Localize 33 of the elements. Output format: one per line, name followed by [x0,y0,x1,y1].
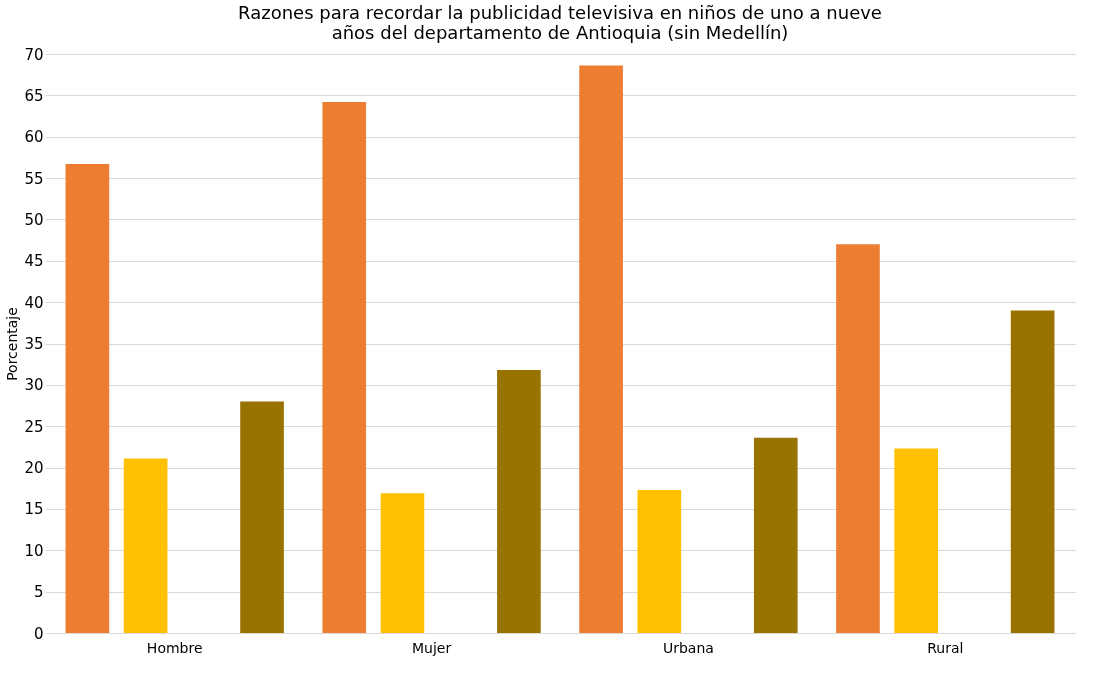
bar [836,244,880,633]
bar [637,489,682,633]
chart-title: Razones para recordar la publicidad televisiva en niños de uno a nueve años del departamento de Antioquia (sin Medellín) [238,2,882,43]
x-tick-label: Mujer [411,639,452,656]
y-tick-label: 20 [24,459,44,478]
bar [1010,310,1055,633]
y-tick-label: 50 [24,210,44,229]
bar [65,164,110,633]
bar [322,101,367,633]
y-tick-label: 70 [24,45,44,64]
y-tick-label: 65 [24,86,44,105]
x-tick-label: Urbana [662,639,714,656]
y-axis-title: Porcentaje [4,307,21,381]
bar [753,437,798,633]
y-tick-label: 35 [24,335,44,353]
bar [894,448,939,633]
bar [497,369,541,633]
y-tick-label: 25 [24,417,44,436]
y-tick-label: 55 [24,169,44,188]
bar [380,493,425,633]
y-tick-label: 40 [24,293,44,312]
bar [123,458,168,633]
y-tick-label: 15 [24,500,44,519]
x-tick-label: Hombre [146,639,203,656]
y-tick-label: 0 [33,624,44,643]
y-tick-label: 30 [24,376,44,395]
bar [240,401,284,633]
y-tick-label: 60 [24,128,44,147]
x-tick-label: Rural [927,639,964,656]
bar [579,65,623,633]
y-tick-label: 5 [33,583,44,602]
y-tick-label: 45 [24,252,44,271]
y-tick-label: 10 [24,541,44,560]
